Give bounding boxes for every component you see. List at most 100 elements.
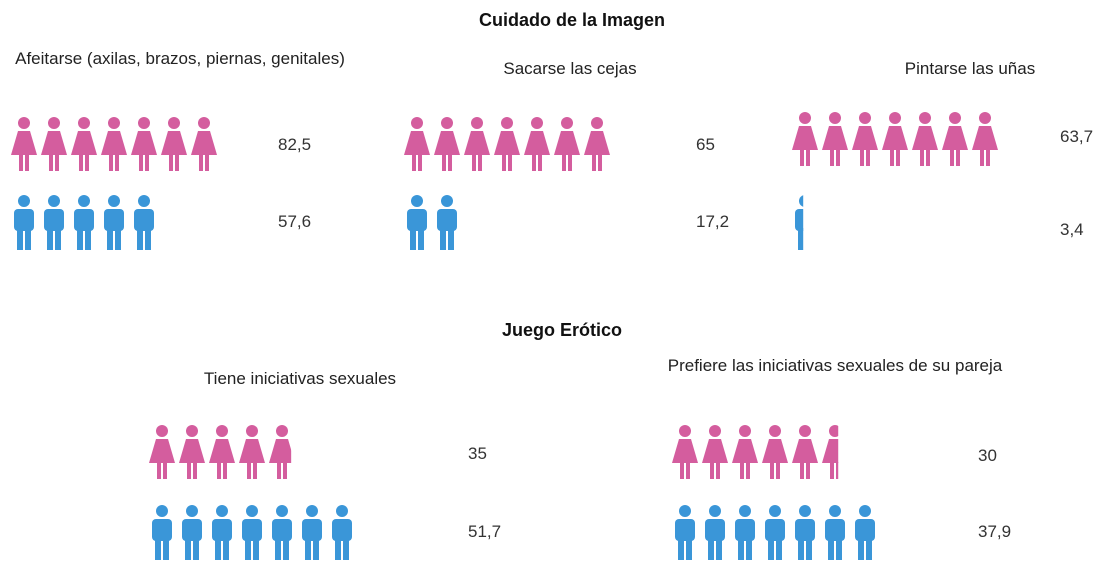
icon-body [762,439,788,463]
icon-body [101,131,127,155]
icon-body [584,131,610,155]
icon-body [179,439,205,463]
icon-head [108,117,120,129]
icon-body [104,209,124,231]
icon-head [198,117,210,129]
panel-title: Tiene iniciativas sexuales [203,369,397,388]
icon-head [799,505,811,517]
icon-body [852,126,878,150]
icon-row [407,195,457,250]
icon-leg [175,154,179,171]
icon-leg [502,154,506,171]
icon-leg [283,538,289,560]
icon-leg [806,538,812,560]
icon-leg [77,228,83,250]
icon-head [949,112,961,124]
icon-body [792,439,818,463]
icon-leg [478,154,482,171]
icon-leg [418,228,424,250]
icon-leg [277,462,281,479]
icon-body [825,519,845,541]
icon-body [71,131,97,155]
icon-head [138,195,150,207]
icon-leg [950,149,954,166]
icon-head [561,117,573,129]
icon-leg [836,149,840,166]
icon-head [889,112,901,124]
section-heading: Juego Erótico [501,320,622,340]
icon-body [822,439,839,463]
icon-body [44,209,64,231]
section-heading: Cuidado de la Imagen [478,10,666,30]
icon-body [269,439,292,463]
value-label: 37,9 [978,522,1012,541]
icon-leg [890,149,894,166]
icon-leg [738,538,744,560]
icon-head [679,425,691,437]
icon-head [108,195,120,207]
icon-body [792,126,818,150]
icon-leg [532,154,536,171]
value-label: 17,2 [696,212,730,231]
icon-leg [163,462,167,479]
icon-leg [247,462,251,479]
icon-leg [283,462,287,479]
icon-leg [137,228,143,250]
icon-leg [866,149,870,166]
icon-head [168,117,180,129]
icon-leg [716,462,720,479]
icon-head [18,117,30,129]
icon-leg [806,228,812,250]
icon-head [246,505,258,517]
icon-leg [253,462,257,479]
icon-leg [836,538,842,560]
icon-leg [193,462,197,479]
icon-head [531,117,543,129]
icon-leg [592,154,596,171]
icon-body [434,131,460,155]
icon-leg [716,538,722,560]
icon-leg [866,538,872,560]
icon-leg [109,154,113,171]
icon-head [78,195,90,207]
icon-head [336,505,348,517]
icon-leg [920,149,924,166]
icon-body [732,439,758,463]
icon-leg [798,538,804,560]
icon-leg [568,154,572,171]
icon-body [272,519,292,541]
icon-head [829,505,841,517]
icon-body [822,126,848,150]
icon-body [795,209,804,231]
icon-head [216,425,228,437]
icon-body [242,519,262,541]
icon-leg [776,538,782,560]
icon-leg [508,154,512,171]
icon-row [795,195,812,250]
icon-head [829,112,841,124]
icon-leg [858,538,864,560]
icon-row [792,112,998,166]
value-label: 3,4 [1060,220,1084,239]
icon-leg [440,228,446,250]
icon-head [156,425,168,437]
icon-leg [139,154,143,171]
icon-leg [17,228,23,250]
icon-leg [187,462,191,479]
icon-leg [305,538,311,560]
icon-head [591,117,603,129]
icon-leg [215,538,221,560]
icon-body [152,519,172,541]
panel-title: Pintarse las uñas [904,59,1036,78]
icon-leg [313,538,319,560]
icon-leg [678,538,684,560]
value-label: 35 [468,444,487,463]
icon-leg [253,538,259,560]
icon-leg [836,462,839,479]
icon-leg [199,154,203,171]
icon-leg [980,149,984,166]
icon-leg [770,462,774,479]
icon-body [912,126,938,150]
icon-leg [830,149,834,166]
